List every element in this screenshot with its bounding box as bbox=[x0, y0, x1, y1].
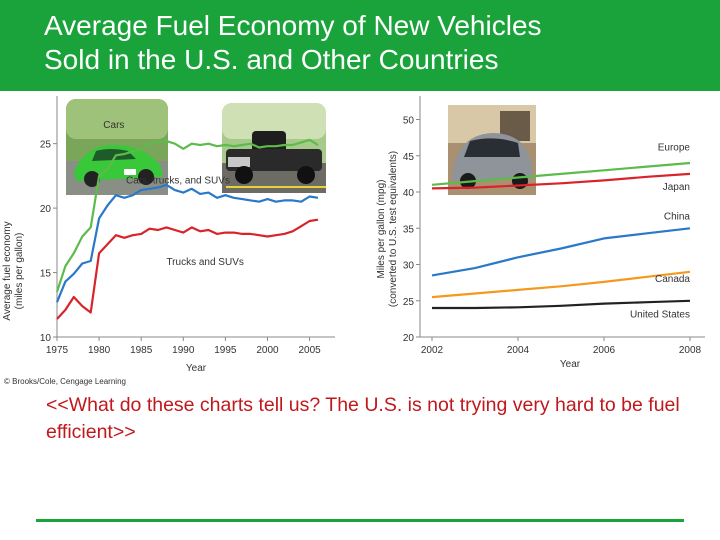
right-xtick-label: 2006 bbox=[593, 345, 616, 356]
right-ytick-label: 35 bbox=[403, 224, 415, 235]
right-ylabel-line-2: (converted to U.S. test equivalents) bbox=[388, 151, 399, 307]
right-series-label-china: China bbox=[664, 212, 691, 223]
right-xtick-label: 2002 bbox=[421, 345, 444, 356]
left-series-label-cars: Cars bbox=[103, 120, 124, 131]
right-series-line-china bbox=[431, 227, 691, 277]
right-xtick-label: 2004 bbox=[507, 345, 530, 356]
right-xlabel: Year bbox=[560, 359, 581, 370]
right-series-line-europe bbox=[431, 161, 691, 186]
left-ylabel-line-1: Average fuel economy bbox=[2, 221, 13, 320]
copyright-text: © Brooks/Cole, Cengage Learning bbox=[4, 377, 126, 386]
right-ytick-label: 30 bbox=[403, 261, 415, 272]
slide-title-line-1: Average Fuel Economy of New Vehicles bbox=[44, 10, 542, 41]
left-series-line-cars bbox=[55, 138, 319, 293]
right-series-label-japan: Japan bbox=[663, 182, 690, 193]
left-xtick-label: 1980 bbox=[88, 345, 111, 356]
left-series-line-cars-trucks-and-suvs bbox=[55, 183, 319, 303]
right-series-label-canada: Canada bbox=[655, 274, 690, 285]
left-xtick-label: 1990 bbox=[172, 345, 195, 356]
right-ytick-label: 25 bbox=[403, 297, 415, 308]
left-ytick-label: 15 bbox=[40, 269, 52, 280]
right-ytick-label: 20 bbox=[403, 333, 415, 344]
green-car-photo bbox=[66, 99, 168, 195]
left-ylabel-line-2: (miles per gallon) bbox=[14, 233, 25, 310]
pickup-truck-photo bbox=[222, 103, 326, 193]
chart-panel: 10 15 20 25 1975 1980 1985 1990 1995 2000 2005 bbox=[0, 91, 708, 387]
left-series-line-trucks-and-suvs bbox=[56, 218, 319, 320]
right-xtick-label: 2008 bbox=[679, 345, 702, 356]
left-xlabel: Year bbox=[186, 363, 207, 374]
right-series-line-canada bbox=[431, 270, 691, 299]
left-series-label-cars-trucks-and-suvs: Cars, trucks, and SUVs bbox=[126, 176, 230, 187]
right-ytick-label: 50 bbox=[403, 116, 415, 127]
right-series-line-united-states bbox=[432, 299, 691, 310]
title-bar: Average Fuel Economy of New Vehicles Sol… bbox=[0, 0, 720, 91]
bottom-rule bbox=[36, 519, 684, 522]
left-ytick-label: 10 bbox=[40, 333, 52, 344]
slide-title-line-2: Sold in the U.S. and Other Countries bbox=[44, 44, 499, 75]
left-xtick-label: 1995 bbox=[214, 345, 237, 356]
left-xtick-label: 1975 bbox=[46, 345, 69, 356]
left-xtick-label: 1985 bbox=[130, 345, 153, 356]
right-ytick-label: 40 bbox=[403, 188, 415, 199]
right-series-label-europe: Europe bbox=[658, 143, 691, 154]
speaker-note: <<What do these charts tell us? The U.S.… bbox=[46, 394, 680, 443]
left-xtick-label: 2005 bbox=[298, 345, 321, 356]
right-series-line-japan bbox=[431, 172, 691, 190]
left-series-label-trucks-and-suvs: Trucks and SUVs bbox=[166, 257, 243, 268]
left-xtick-label: 2000 bbox=[256, 345, 279, 356]
right-series-label-united-states: United States bbox=[630, 309, 690, 320]
smart-car-photo bbox=[448, 105, 536, 195]
right-ytick-label: 45 bbox=[403, 152, 415, 163]
left-ytick-label: 20 bbox=[40, 204, 52, 215]
left-ytick-label: 25 bbox=[40, 140, 52, 151]
right-ylabel-line-1: Miles per gallon (mpg) bbox=[376, 180, 387, 279]
charts-svg: 10 15 20 25 1975 1980 1985 1990 1995 2000 2005 bbox=[0, 91, 708, 387]
